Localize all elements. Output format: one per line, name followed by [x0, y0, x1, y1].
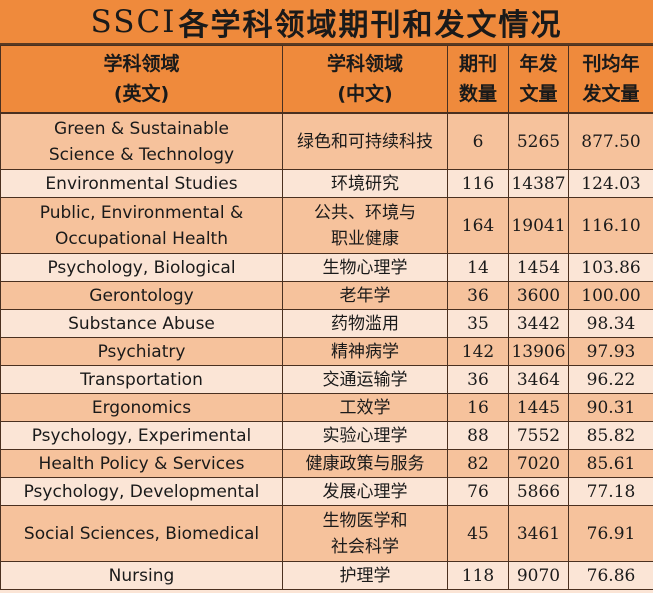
table-row: Nursing 护理学 118 9070 76.86 [0, 561, 653, 590]
field-zh-cell: 生物心理学 [282, 253, 448, 282]
avg-articles-cell: 76.91 [568, 505, 653, 562]
field-zh-cell: 生物医学和 社会科学 [282, 505, 448, 562]
avg-articles-cell: 96.22 [568, 365, 653, 394]
table-header-row: 学科领域 (英文) 学科领域 (中文) 期刊 数量 年发 文量 刊均年 发文量 [0, 45, 653, 114]
field-zh-cell: 公共、环境与 职业健康 [282, 197, 448, 254]
annual-articles-cell: 3442 [508, 309, 569, 338]
avg-articles-cell: 103.86 [568, 253, 653, 282]
field-en-cell: Public, Environmental & Occupational Heal… [0, 197, 283, 254]
avg-articles-cell: 98.34 [568, 309, 653, 338]
field-en-cell: Ergonomics [0, 393, 283, 422]
field-zh-cell: 健康政策与服务 [282, 449, 448, 478]
header-field-en: 学科领域 (英文) [0, 45, 283, 114]
field-en-cell: Green & Sustainable Science & Technology [0, 112, 283, 170]
field-zh-cell: 护理学 [282, 561, 448, 590]
table-row: Psychology, Experimental 实验心理学 88 7552 85.82 [0, 421, 653, 450]
avg-articles-cell: 77.18 [568, 477, 653, 506]
annual-articles-cell: 1445 [508, 393, 569, 422]
field-en-cell: Psychology, Experimental [0, 421, 283, 450]
field-zh-cell: 工效学 [282, 393, 448, 422]
annual-articles-cell: 5866 [508, 477, 569, 506]
header-field-zh: 学科领域 (中文) [282, 45, 448, 114]
table-row: Gerontology 老年学 36 3600 100.00 [0, 281, 653, 310]
table-row: Environmental Studies 环境研究 116 14387 124.03 [0, 169, 653, 198]
ssci-table: 学科领域 (英文) 学科领域 (中文) 期刊 数量 年发 文量 刊均年 发文量 Green… [0, 45, 653, 590]
journal-count-cell: 45 [447, 505, 509, 562]
journal-count-cell: 35 [447, 309, 509, 338]
annual-articles-cell: 3464 [508, 365, 569, 394]
field-zh-cell: 老年学 [282, 281, 448, 310]
header-journal-count: 期刊 数量 [447, 45, 509, 114]
field-zh-cell: 发展心理学 [282, 477, 448, 506]
table-row: Health Policy & Services 健康政策与服务 82 7020 85.… [0, 449, 653, 478]
avg-articles-cell: 124.03 [568, 169, 653, 198]
header-avg-articles: 刊均年 发文量 [568, 45, 653, 114]
annual-articles-cell: 1454 [508, 253, 569, 282]
field-en-cell: Health Policy & Services [0, 449, 283, 478]
annual-articles-cell: 19041 [508, 197, 569, 254]
avg-articles-cell: 85.82 [568, 421, 653, 450]
field-zh-cell: 交通运输学 [282, 365, 448, 394]
avg-articles-cell: 90.31 [568, 393, 653, 422]
annual-articles-cell: 9070 [508, 561, 569, 590]
annual-articles-cell: 7020 [508, 449, 569, 478]
table-row: Social Sciences, Biomedical 生物医学和 社会科学 45 34… [0, 505, 653, 562]
table-row: Psychology, Biological 生物心理学 14 1454 103.86 [0, 253, 653, 282]
journal-count-cell: 118 [447, 561, 509, 590]
table-row: Public, Environmental & Occupational Heal… [0, 197, 653, 254]
title-chinese: 各学科领域期刊和发文情况 [178, 7, 563, 43]
table-row: Psychiatry 精神病学 142 13906 97.93 [0, 337, 653, 366]
field-zh-cell: 精神病学 [282, 337, 448, 366]
avg-articles-cell: 85.61 [568, 449, 653, 478]
field-en-cell: Psychology, Biological [0, 253, 283, 282]
table-row: Psychology, Developmental 发展心理学 76 5866 77.1… [0, 477, 653, 506]
table-row: Ergonomics 工效学 16 1445 90.31 [0, 393, 653, 422]
field-en-cell: Social Sciences, Biomedical [0, 505, 283, 562]
page-title: SSCI 各学科领域期刊和发文情况 [0, 0, 653, 45]
field-en-cell: Substance Abuse [0, 309, 283, 338]
journal-count-cell: 14 [447, 253, 509, 282]
journal-count-cell: 36 [447, 281, 509, 310]
annual-articles-cell: 5265 [508, 112, 569, 170]
annual-articles-cell: 3461 [508, 505, 569, 562]
field-en-cell: Nursing [0, 561, 283, 590]
avg-articles-cell: 97.93 [568, 337, 653, 366]
journal-count-cell: 164 [447, 197, 509, 254]
journal-count-cell: 142 [447, 337, 509, 366]
avg-articles-cell: 76.86 [568, 561, 653, 590]
field-zh-cell: 绿色和可持续科技 [282, 112, 448, 170]
annual-articles-cell: 14387 [508, 169, 569, 198]
field-en-cell: Psychology, Developmental [0, 477, 283, 506]
field-en-cell: Transportation [0, 365, 283, 394]
journal-count-cell: 82 [447, 449, 509, 478]
field-zh-cell: 药物滥用 [282, 309, 448, 338]
table-row: Substance Abuse 药物滥用 35 3442 98.34 [0, 309, 653, 338]
journal-count-cell: 36 [447, 365, 509, 394]
header-annual-articles: 年发 文量 [508, 45, 569, 114]
field-zh-cell: 环境研究 [282, 169, 448, 198]
avg-articles-cell: 877.50 [568, 112, 653, 170]
journal-count-cell: 88 [447, 421, 509, 450]
table-row: Green & Sustainable Science & Technology 绿… [0, 112, 653, 170]
journal-count-cell: 76 [447, 477, 509, 506]
avg-articles-cell: 100.00 [568, 281, 653, 310]
annual-articles-cell: 3600 [508, 281, 569, 310]
field-en-cell: Environmental Studies [0, 169, 283, 198]
field-en-cell: Gerontology [0, 281, 283, 310]
avg-articles-cell: 116.10 [568, 197, 653, 254]
journal-count-cell: 116 [447, 169, 509, 198]
journal-count-cell: 6 [447, 112, 509, 170]
title-latin: SSCI [90, 3, 177, 40]
journal-count-cell: 16 [447, 393, 509, 422]
table-row: Transportation 交通运输学 36 3464 96.22 [0, 365, 653, 394]
field-zh-cell: 实验心理学 [282, 421, 448, 450]
annual-articles-cell: 13906 [508, 337, 569, 366]
annual-articles-cell: 7552 [508, 421, 569, 450]
field-en-cell: Psychiatry [0, 337, 283, 366]
